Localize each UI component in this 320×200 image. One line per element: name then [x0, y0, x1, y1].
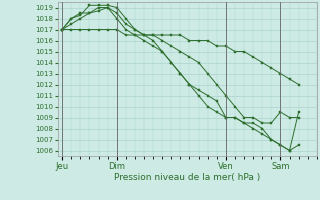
X-axis label: Pression niveau de la mer( hPa ): Pression niveau de la mer( hPa )	[114, 173, 260, 182]
